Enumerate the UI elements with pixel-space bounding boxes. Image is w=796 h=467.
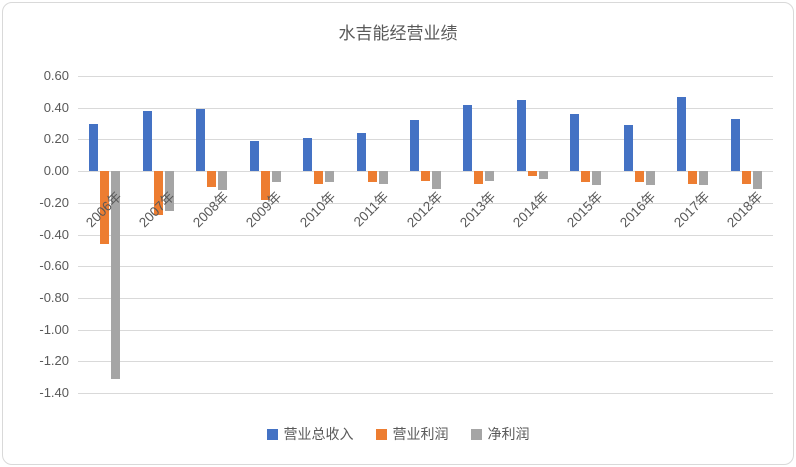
bar-营业总收入-2014年 bbox=[516, 99, 526, 172]
gridline bbox=[78, 329, 773, 331]
bar-营业总收入-2010年 bbox=[303, 137, 313, 172]
bar-营业利润-2014年 bbox=[527, 171, 537, 176]
bar-营业总收入-2007年 bbox=[142, 110, 152, 172]
legend-label: 净利润 bbox=[487, 426, 530, 442]
y-tick-label: -1.20 bbox=[39, 353, 69, 369]
bar-营业总收入-2015年 bbox=[570, 114, 580, 172]
bar-营业总收入-2011年 bbox=[356, 133, 366, 172]
legend-swatch-icon bbox=[470, 428, 482, 440]
bar-净利润-2006年 bbox=[111, 171, 121, 379]
chart-title: 水吉能经营业绩 bbox=[338, 24, 458, 43]
gridline bbox=[78, 361, 773, 363]
bar-营业总收入-2009年 bbox=[249, 140, 259, 172]
y-tick-label: -1.00 bbox=[39, 321, 69, 337]
bar-营业利润-2008年 bbox=[207, 171, 217, 187]
y-tick-label: 0.40 bbox=[43, 99, 69, 115]
legend-swatch-icon bbox=[375, 428, 387, 440]
legend-swatch-icon bbox=[266, 428, 278, 440]
bar-营业利润-2011年 bbox=[367, 171, 377, 183]
gridline bbox=[78, 393, 773, 394]
bar-营业利润-2015年 bbox=[581, 171, 591, 183]
bar-营业利润-2006年 bbox=[100, 171, 110, 244]
legend-label: 营业总收入 bbox=[283, 426, 354, 442]
bar-净利润-2014年 bbox=[538, 171, 548, 180]
bar-净利润-2016年 bbox=[645, 171, 655, 186]
x-category-label: 2011年 bbox=[350, 188, 392, 230]
bar-营业利润-2012年 bbox=[421, 171, 430, 181]
chart-legend: 营业总收入 营业利润 净利润 bbox=[3, 424, 793, 444]
plot-area: 2006年 2007年 2008年 2009年 2010年 2011年 2012年 2013年… bbox=[78, 76, 773, 394]
gridline bbox=[78, 234, 773, 236]
y-tick-label: -0.60 bbox=[39, 258, 69, 274]
bar-营业总收入-2017年 bbox=[677, 96, 687, 172]
y-tick-label: -1.40 bbox=[39, 385, 69, 400]
bar-营业总收入-2006年 bbox=[89, 123, 99, 172]
bar-营业利润-2007年 bbox=[153, 171, 163, 216]
bar-营业利润-2016年 bbox=[634, 171, 644, 183]
bar-营业利润-2018年 bbox=[741, 171, 751, 184]
legend-item-营业总收入: 营业总收入 bbox=[266, 424, 354, 444]
bar-营业利润-2009年 bbox=[260, 171, 270, 200]
bar-营业利润-2017年 bbox=[688, 171, 698, 184]
bar-营业总收入-2016年 bbox=[623, 125, 633, 172]
y-tick-label: -0.80 bbox=[39, 289, 69, 305]
y-tick-label: -0.20 bbox=[39, 194, 69, 210]
bar-净利润-2011年 bbox=[378, 171, 388, 184]
bar-净利润-2010年 bbox=[325, 171, 335, 183]
bar-净利润-2008年 bbox=[218, 171, 228, 191]
bar-营业利润-2013年 bbox=[474, 171, 484, 184]
bar-净利润-2018年 bbox=[752, 171, 762, 189]
bar-净利润-2015年 bbox=[592, 171, 602, 186]
y-tick-label: -0.40 bbox=[39, 226, 69, 242]
gridline bbox=[78, 107, 773, 109]
gridline bbox=[78, 76, 773, 77]
bar-净利润-2017年 bbox=[699, 171, 709, 186]
gridline bbox=[78, 139, 773, 141]
x-category-label: 2013年 bbox=[456, 188, 499, 231]
bar-营业总收入-2012年 bbox=[410, 120, 419, 172]
bar-净利润-2007年 bbox=[164, 171, 174, 211]
bar-营业利润-2010年 bbox=[314, 171, 324, 184]
bar-净利润-2013年 bbox=[485, 171, 495, 181]
bar-营业总收入-2013年 bbox=[463, 104, 473, 172]
bar-营业总收入-2008年 bbox=[196, 109, 206, 172]
y-tick-label: 0.20 bbox=[43, 131, 69, 147]
legend-item-净利润: 净利润 bbox=[470, 424, 530, 444]
gridline bbox=[78, 266, 773, 268]
legend-item-营业利润: 营业利润 bbox=[375, 424, 449, 444]
gridline bbox=[78, 297, 773, 299]
bar-营业总收入-2018年 bbox=[730, 118, 740, 172]
legend-label: 营业利润 bbox=[392, 426, 449, 442]
bar-净利润-2009年 bbox=[271, 171, 281, 183]
gridline bbox=[78, 202, 773, 204]
y-tick-label: 0.60 bbox=[43, 68, 69, 83]
bar-净利润-2012年 bbox=[432, 171, 441, 189]
y-tick-label: 0.00 bbox=[43, 163, 69, 179]
